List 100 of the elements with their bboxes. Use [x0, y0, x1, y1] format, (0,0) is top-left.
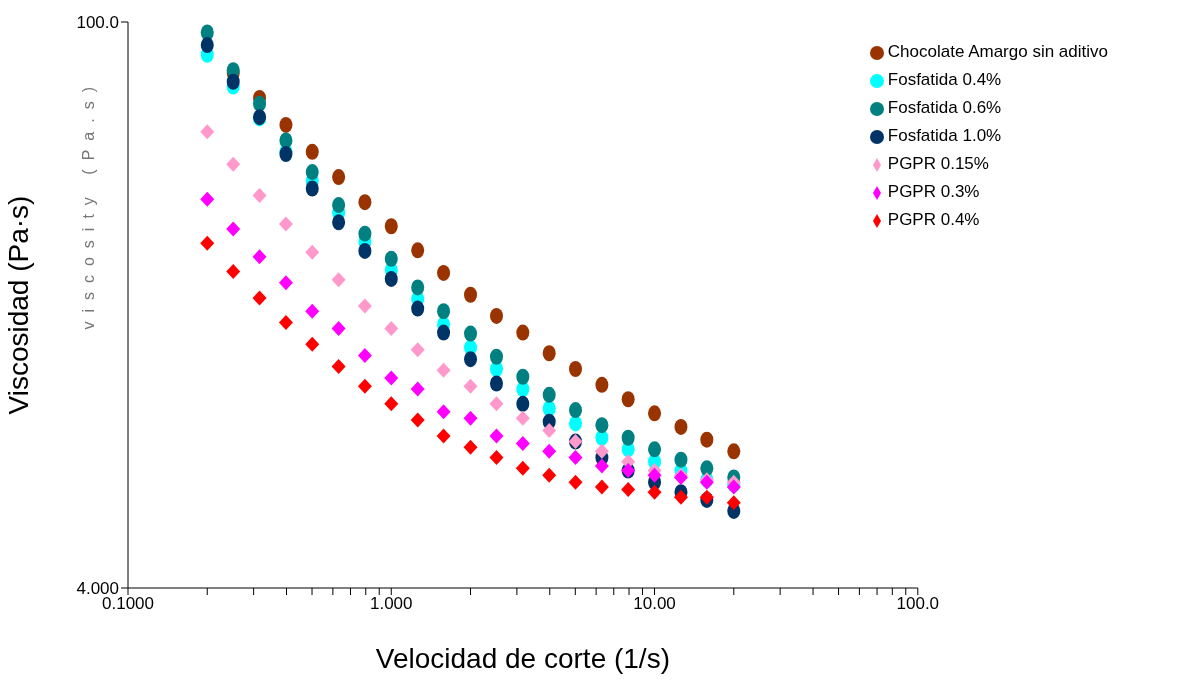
point [411, 300, 425, 317]
point [515, 460, 530, 476]
point [279, 132, 293, 149]
point [647, 484, 662, 500]
point [674, 418, 688, 435]
x-tick-label: 1.000 [370, 594, 413, 614]
point [305, 143, 319, 160]
point [621, 391, 635, 408]
point [358, 194, 372, 211]
point [489, 307, 503, 324]
point [542, 386, 556, 403]
point [278, 275, 293, 291]
x-tick-label: 10.00 [633, 594, 676, 614]
point [436, 362, 451, 378]
point [358, 242, 372, 259]
point [384, 270, 398, 287]
point [489, 428, 504, 444]
point [621, 429, 635, 446]
point [516, 324, 530, 341]
point [200, 37, 214, 54]
point [568, 474, 583, 490]
point [515, 435, 530, 451]
point [594, 458, 609, 474]
point [463, 378, 478, 394]
point [357, 298, 372, 314]
point [674, 451, 688, 468]
point [278, 315, 293, 331]
point [305, 164, 319, 181]
point [489, 450, 504, 466]
point [542, 443, 557, 459]
point [569, 360, 583, 377]
point [648, 405, 662, 422]
point [516, 368, 530, 385]
point [569, 402, 583, 419]
point [489, 396, 504, 412]
point [200, 191, 215, 207]
x-tick-label: 100.0 [896, 594, 940, 614]
point [647, 467, 662, 483]
point [200, 235, 215, 251]
point [358, 225, 372, 242]
point [332, 214, 346, 231]
point [331, 272, 346, 288]
point [305, 244, 320, 260]
x-tick-label: 0.1000 [102, 594, 154, 614]
point [727, 443, 741, 460]
point [673, 489, 688, 505]
legend-label: PGPR 0.15% [887, 154, 989, 173]
point [200, 124, 215, 140]
point [621, 482, 636, 498]
point [595, 417, 609, 434]
point [252, 249, 267, 265]
point [410, 342, 425, 358]
point [569, 415, 583, 432]
point [648, 441, 662, 458]
point [463, 410, 478, 426]
point [357, 348, 372, 364]
point [437, 264, 451, 281]
point [410, 381, 425, 397]
point [411, 279, 425, 296]
point [384, 250, 398, 267]
y-axis-title: Viscosidad (Pa·s) [2, 195, 34, 415]
point [437, 324, 451, 341]
point [515, 410, 530, 426]
point [226, 73, 240, 90]
x-axis-title: Velocidad de corte (1/s) [375, 643, 670, 674]
point [437, 303, 451, 320]
point [410, 412, 425, 428]
point [305, 180, 319, 197]
point [436, 428, 451, 444]
legend-label: Chocolate Amargo sin aditivo [887, 42, 1108, 61]
point [226, 221, 241, 237]
point [700, 431, 714, 448]
point [252, 187, 267, 203]
legend-label: Fosfatida 0.4% [887, 70, 1002, 89]
point [332, 197, 346, 214]
point [464, 325, 478, 342]
point [436, 404, 451, 420]
point [489, 348, 503, 365]
point [384, 218, 398, 235]
point [595, 376, 609, 393]
point [305, 303, 320, 319]
legend-label: Fosfatida 0.6% [887, 98, 1002, 117]
point [384, 320, 399, 336]
point [594, 443, 609, 459]
point [516, 395, 530, 412]
point [464, 286, 478, 303]
legend-label: Fosfatida 1.0% [887, 126, 1002, 145]
point [252, 290, 267, 306]
point [542, 422, 557, 438]
point [542, 345, 556, 362]
point [226, 156, 241, 172]
point [700, 460, 714, 477]
point [331, 358, 346, 374]
point [331, 320, 346, 336]
text: viscosity (Pa.s) [80, 78, 98, 330]
point [253, 95, 267, 112]
point [384, 396, 399, 412]
point [463, 439, 478, 455]
point [332, 169, 346, 186]
point [411, 242, 425, 259]
